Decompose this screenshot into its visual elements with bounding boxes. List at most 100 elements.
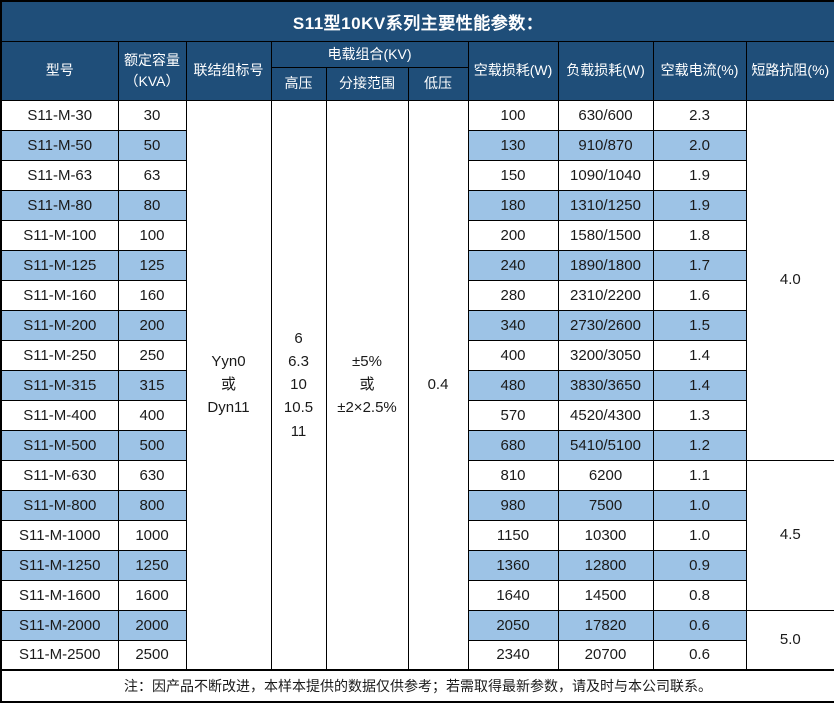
cell-no-load-loss: 1360 xyxy=(467,549,559,581)
col-header-capacity: 额定容量 （KVA） xyxy=(117,40,187,101)
table-note: 注：因产品不断改进，本样本提供的数据仅供参考；若需取得最新参数，请及时与本公司联… xyxy=(0,669,834,703)
cell-capacity: 200 xyxy=(117,309,187,341)
table-row: S11-M-160 160 280 2310/2200 1.6 xyxy=(0,279,834,311)
table-row: S11-M-80 80 180 1310/1250 1.9 xyxy=(0,189,834,221)
table-row: S11-M-315 315 480 3830/3650 1.4 xyxy=(0,369,834,401)
cell-no-load-current: 0.8 xyxy=(652,579,747,611)
cell-model: S11-M-30 xyxy=(0,99,119,131)
cell-model: S11-M-1000 xyxy=(0,519,119,551)
cell-capacity: 630 xyxy=(117,459,187,491)
cell-no-load-loss: 180 xyxy=(467,189,559,221)
cell-no-load-loss: 2050 xyxy=(467,609,559,641)
cell-no-load-loss: 150 xyxy=(467,159,559,191)
table-row: S11-M-400 400 570 4520/4300 1.3 xyxy=(0,399,834,431)
cell-capacity: 400 xyxy=(117,399,187,431)
table-row: S11-M-500 500 680 5410/5100 1.2 xyxy=(0,429,834,461)
cell-model: S11-M-630 xyxy=(0,459,119,491)
cell-load-loss: 1310/1250 xyxy=(557,189,654,221)
cell-impedance: 4.5 xyxy=(745,459,834,611)
cell-capacity: 125 xyxy=(117,249,187,281)
table-row: S11-M-125 125 240 1890/1800 1.7 xyxy=(0,249,834,281)
table-row: S11-M-1250 1250 1360 12800 0.9 xyxy=(0,549,834,581)
table-row: S11-M-100 100 200 1580/1500 1.8 xyxy=(0,219,834,251)
table-row: S11-M-2000 2000 2050 17820 0.6 5.0 xyxy=(0,609,834,671)
cell-capacity: 315 xyxy=(117,369,187,401)
col-header-impedance: 短路抗阻(%) xyxy=(745,40,834,101)
cell-no-load-loss: 1640 xyxy=(467,579,559,611)
table-row: S11-M-63 63 150 1090/1040 1.9 xyxy=(0,159,834,191)
cell-load-loss: 17820 xyxy=(557,609,654,641)
cell-no-load-current: 1.4 xyxy=(652,339,747,371)
col-header-no-load-current: 空载电流(%) xyxy=(652,40,747,101)
cell-capacity: 500 xyxy=(117,429,187,461)
cell-model: S11-M-1250 xyxy=(0,549,119,581)
cell-model: S11-M-400 xyxy=(0,399,119,431)
cell-no-load-current: 1.3 xyxy=(652,399,747,431)
cell-no-load-current: 1.1 xyxy=(652,459,747,491)
cell-no-load-loss: 2340 xyxy=(467,639,559,671)
cell-model: S11-M-200 xyxy=(0,309,119,341)
cell-no-load-loss: 280 xyxy=(467,279,559,311)
cell-no-load-current: 1.6 xyxy=(652,279,747,311)
cell-no-load-current: 1.7 xyxy=(652,249,747,281)
cell-no-load-current: 2.0 xyxy=(652,129,747,161)
cell-no-load-loss: 200 xyxy=(467,219,559,251)
cell-no-load-loss: 980 xyxy=(467,489,559,521)
cell-load-loss: 10300 xyxy=(557,519,654,551)
col-header-load-loss: 负载损耗(W) xyxy=(557,40,654,101)
cell-model: S11-M-500 xyxy=(0,429,119,461)
cell-impedance: 4.0 xyxy=(745,99,834,461)
cell-load-loss: 910/870 xyxy=(557,129,654,161)
cell-tap-range: ±5% 或 ±2×2.5% xyxy=(325,99,409,671)
cell-impedance: 5.0 xyxy=(745,609,834,671)
cell-model: S11-M-1600 xyxy=(0,579,119,611)
cell-load-loss: 7500 xyxy=(557,489,654,521)
cell-capacity: 1600 xyxy=(117,579,187,611)
table-row: S11-M-50 50 130 910/870 2.0 xyxy=(0,129,834,161)
table-row: S11-M-1600 1600 1640 14500 0.8 xyxy=(0,579,834,611)
cell-no-load-loss: 340 xyxy=(467,309,559,341)
cell-no-load-current: 1.9 xyxy=(652,159,747,191)
cell-load-loss: 2310/2200 xyxy=(557,279,654,311)
cell-no-load-current: 1.9 xyxy=(652,189,747,221)
header-row-2: 高压 分接范围 低压 xyxy=(1,66,834,101)
col-header-no-load-loss: 空载损耗(W) xyxy=(467,40,559,101)
cell-model: S11-M-80 xyxy=(0,189,119,221)
cell-capacity: 800 xyxy=(117,489,187,521)
col-header-high-voltage: 高压 xyxy=(270,66,327,101)
cell-capacity: 1250 xyxy=(117,549,187,581)
cell-no-load-current: 2.3 xyxy=(652,99,747,131)
cell-load-loss: 1890/1800 xyxy=(557,249,654,281)
cell-load-loss: 630/600 xyxy=(557,99,654,131)
cell-no-load-current: 1.2 xyxy=(652,429,747,461)
cell-model: S11-M-2000 xyxy=(0,609,119,641)
cell-model: S11-M-315 xyxy=(0,369,119,401)
cell-model: S11-M-50 xyxy=(0,129,119,161)
cell-low-voltage: 0.4 xyxy=(407,99,469,671)
footer-row: 注：因产品不断改进，本样本提供的数据仅供参考；若需取得最新参数，请及时与本公司联… xyxy=(0,669,834,703)
cell-load-loss: 6200 xyxy=(557,459,654,491)
col-header-voltage-group: 电载组合(KV) xyxy=(270,40,469,68)
table-body: S11-M-30 30 Yyn0 或 Dyn11 6 6.3 10 10.5 11 ±5… xyxy=(0,99,834,671)
cell-no-load-loss: 240 xyxy=(467,249,559,281)
table-row: S11-M-200 200 340 2730/2600 1.5 xyxy=(0,309,834,341)
cell-no-load-current: 1.8 xyxy=(652,219,747,251)
cell-capacity: 2500 xyxy=(117,639,187,671)
cell-load-loss: 1580/1500 xyxy=(557,219,654,251)
cell-no-load-current: 0.6 xyxy=(652,639,747,671)
table-row: S11-M-30 30 Yyn0 或 Dyn11 6 6.3 10 10.5 11 ±5… xyxy=(0,99,834,671)
cell-no-load-current: 0.9 xyxy=(652,549,747,581)
cell-load-loss: 20700 xyxy=(557,639,654,671)
cell-no-load-current: 0.6 xyxy=(652,609,747,641)
col-header-connection: 联结组标号 xyxy=(185,40,272,101)
cell-model: S11-M-63 xyxy=(0,159,119,191)
cell-load-loss: 3200/3050 xyxy=(557,339,654,371)
cell-no-load-loss: 100 xyxy=(467,99,559,131)
cell-no-load-loss: 680 xyxy=(467,429,559,461)
cell-no-load-loss: 1150 xyxy=(467,519,559,551)
cell-model: S11-M-160 xyxy=(0,279,119,311)
cell-model: S11-M-250 xyxy=(0,339,119,371)
cell-no-load-loss: 480 xyxy=(467,369,559,401)
cell-load-loss: 14500 xyxy=(557,579,654,611)
